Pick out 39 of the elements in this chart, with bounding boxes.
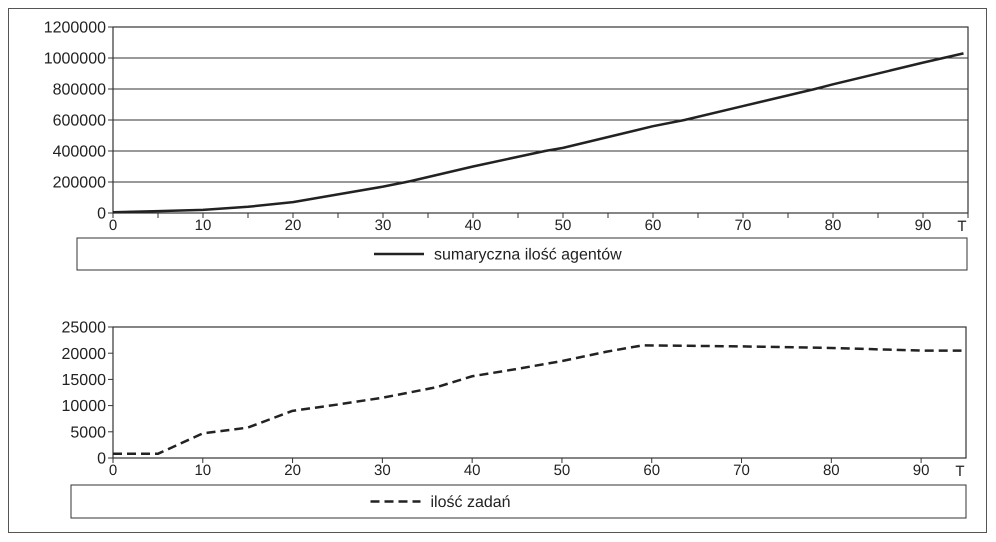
x-tick-label: 60 (643, 462, 660, 479)
x-tick-label: 10 (194, 462, 212, 479)
x-tick-label: 50 (554, 217, 572, 234)
y-tick-label: 200000 (52, 174, 106, 192)
x-tick-label: 20 (284, 217, 302, 234)
x-tick-label: 30 (374, 217, 392, 234)
y-tick-label: 600000 (52, 112, 106, 130)
x-tick-label: 90 (912, 462, 930, 479)
x-tick-label: 40 (464, 462, 480, 479)
y-tick-label: 1000000 (44, 50, 106, 68)
y-tick-label: 10000 (62, 398, 106, 416)
y-tick-label: 400000 (52, 144, 106, 161)
x-tick-label: 0 (108, 462, 118, 479)
x-tick-label: 90 (914, 217, 932, 234)
x-tick-label: 60 (644, 217, 662, 234)
x-tick-label: 80 (824, 217, 842, 234)
x-tick-label: 40 (464, 217, 482, 234)
y-tick-label: 0 (97, 206, 106, 223)
y-tick-label: 5000 (70, 424, 106, 442)
y-tick-label: 20000 (62, 346, 106, 363)
y-tick-label: 800000 (52, 82, 106, 99)
legend-label: sumaryczna ilość agentów (434, 246, 622, 264)
legend-label: ilość zadań (430, 494, 511, 512)
x-axis-title: T (955, 463, 965, 480)
line-series (112, 344, 963, 456)
x-tick-label: 70 (733, 462, 750, 479)
x-tick-label: 0 (108, 217, 118, 234)
x-tick-label: 50 (554, 462, 570, 479)
y-tick-label: 1200000 (44, 20, 106, 37)
y-tick-label: 25000 (62, 320, 106, 337)
x-axis-title: T (957, 218, 967, 235)
x-tick-label: 10 (194, 217, 212, 234)
x-tick-label: 20 (284, 462, 301, 479)
x-tick-label: 70 (734, 217, 752, 234)
x-tick-label: 80 (822, 462, 840, 479)
y-tick-label: 0 (97, 450, 106, 468)
line-series (112, 52, 965, 214)
y-tick-label: 15000 (62, 372, 106, 389)
x-tick-label: 30 (374, 462, 391, 479)
